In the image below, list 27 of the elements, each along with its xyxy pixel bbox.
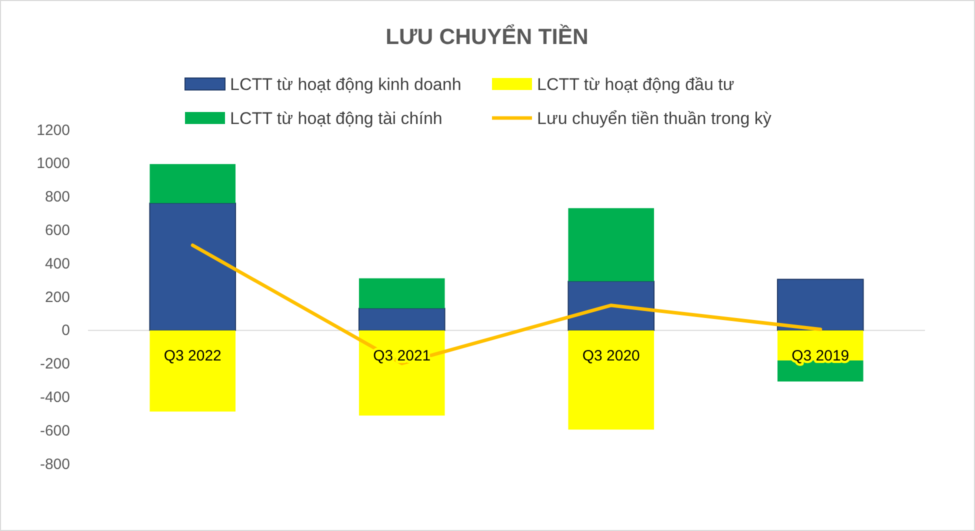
x-tick-label: Q3 2019 bbox=[792, 347, 850, 364]
y-tick-label: -400 bbox=[40, 389, 70, 406]
y-tick-label: 0 bbox=[62, 322, 70, 340]
y-tick-label: 800 bbox=[44, 188, 70, 206]
y-tick-label: 1200 bbox=[36, 122, 70, 139]
bar bbox=[358, 308, 446, 331]
y-tick-label: -200 bbox=[40, 356, 70, 373]
bar bbox=[149, 202, 236, 331]
bar bbox=[358, 278, 445, 308]
legend-label: LCTT từ hoạt động đầu tư bbox=[537, 75, 734, 94]
bar bbox=[568, 208, 654, 282]
bar bbox=[150, 164, 236, 204]
y-tick-label: 200 bbox=[44, 288, 70, 306]
legend-label: LCTT từ hoạt động kinh doanh bbox=[230, 75, 462, 94]
y-tick-label: -800 bbox=[40, 456, 70, 473]
legend-label: Lưu chuyển tiền thuần trong kỳ bbox=[537, 109, 772, 128]
y-tick-label: 600 bbox=[44, 222, 70, 239]
bar bbox=[776, 278, 864, 331]
chart-title: LƯU CHUYỂN TIỀN bbox=[386, 24, 588, 49]
y-tick-label: -600 bbox=[40, 422, 70, 440]
x-tick-label: Q3 2021 bbox=[373, 347, 431, 364]
y-tick-label: 1000 bbox=[36, 155, 70, 172]
bar bbox=[568, 280, 655, 331]
x-tick-label: Q3 2020 bbox=[582, 347, 640, 364]
y-tick-label: 400 bbox=[44, 255, 70, 272]
x-tick-label: Q3 2022 bbox=[164, 347, 222, 364]
legend-label: LCTT từ hoạt động tài chính bbox=[230, 109, 442, 128]
